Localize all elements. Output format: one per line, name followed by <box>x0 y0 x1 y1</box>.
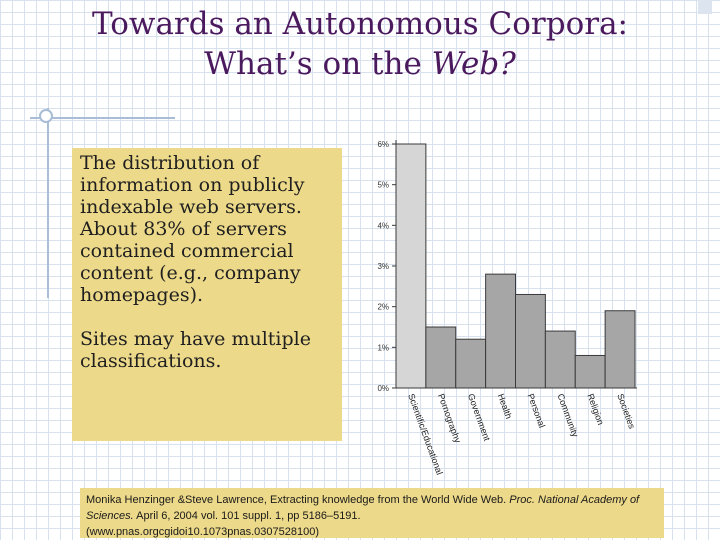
slide-title-line-1: Towards an Autonomous Corpora: <box>91 6 629 42</box>
bar <box>395 143 427 389</box>
y-tick-label: 6% <box>377 140 389 149</box>
y-tick-label: 5% <box>377 181 389 190</box>
y-tick-label: 1% <box>377 343 389 352</box>
citation-details: April 6, 2004 vol. 101 suppl. 1, pp 5186… <box>133 510 361 522</box>
bar-chart: 0% 1% 2% 3% 4% 5% 6% Scientific/Educational Porn… <box>352 132 652 477</box>
x-category-label: Community <box>555 392 580 439</box>
citation-box: Monika Henzinger &Steve Lawrence, Extrac… <box>80 488 664 538</box>
x-category-label: Religion <box>585 392 606 426</box>
slide-title-line-2: What’s on the Web? <box>0 44 720 84</box>
title-line-2-text: What’s on the <box>204 46 432 82</box>
x-category-label: Personal <box>526 392 548 429</box>
decorative-vertical-line <box>47 108 49 298</box>
x-category-label: Government <box>466 392 493 442</box>
bar <box>485 273 516 389</box>
bar <box>544 330 576 389</box>
bar <box>425 326 457 389</box>
decorative-circle <box>39 109 53 123</box>
bar <box>455 338 487 389</box>
y-tick-label: 3% <box>377 262 389 271</box>
bar <box>604 310 636 389</box>
y-tick-label: 2% <box>377 303 389 312</box>
corner-square-decoration <box>698 0 712 14</box>
x-category-label: Health <box>496 392 514 420</box>
bar <box>515 293 546 389</box>
x-category-label: Scientific/Educational <box>406 392 445 476</box>
x-category-label: Societies <box>615 392 637 430</box>
citation-journal: Proc. National Academy of Sciences. <box>86 494 640 522</box>
title-web-italic: Web? <box>431 46 516 82</box>
x-category-label: Pornography <box>436 392 463 444</box>
decorative-horizontal-line <box>30 117 175 119</box>
citation-doi: (www.pnas.orgcgidoi10.1073pnas.030752810… <box>86 526 320 538</box>
description-text-box: The distribution of information on publi… <box>72 148 342 441</box>
description-paragraph-2: Sites may have multiple classifications. <box>80 328 311 372</box>
citation-authors: Monika Henzinger &Steve Lawrence, Extrac… <box>86 494 510 506</box>
y-tick-label: 4% <box>377 221 389 230</box>
bar <box>574 354 606 389</box>
y-tick-label: 0% <box>377 384 389 393</box>
bar-chart-svg: 0% 1% 2% 3% 4% 5% 6% Scientific/EducationalPorn… <box>377 140 637 476</box>
slide-title: Towards an Autonomous Corpora: What’s on… <box>0 4 720 84</box>
description-paragraph-1: The distribution of information on publi… <box>80 152 305 306</box>
